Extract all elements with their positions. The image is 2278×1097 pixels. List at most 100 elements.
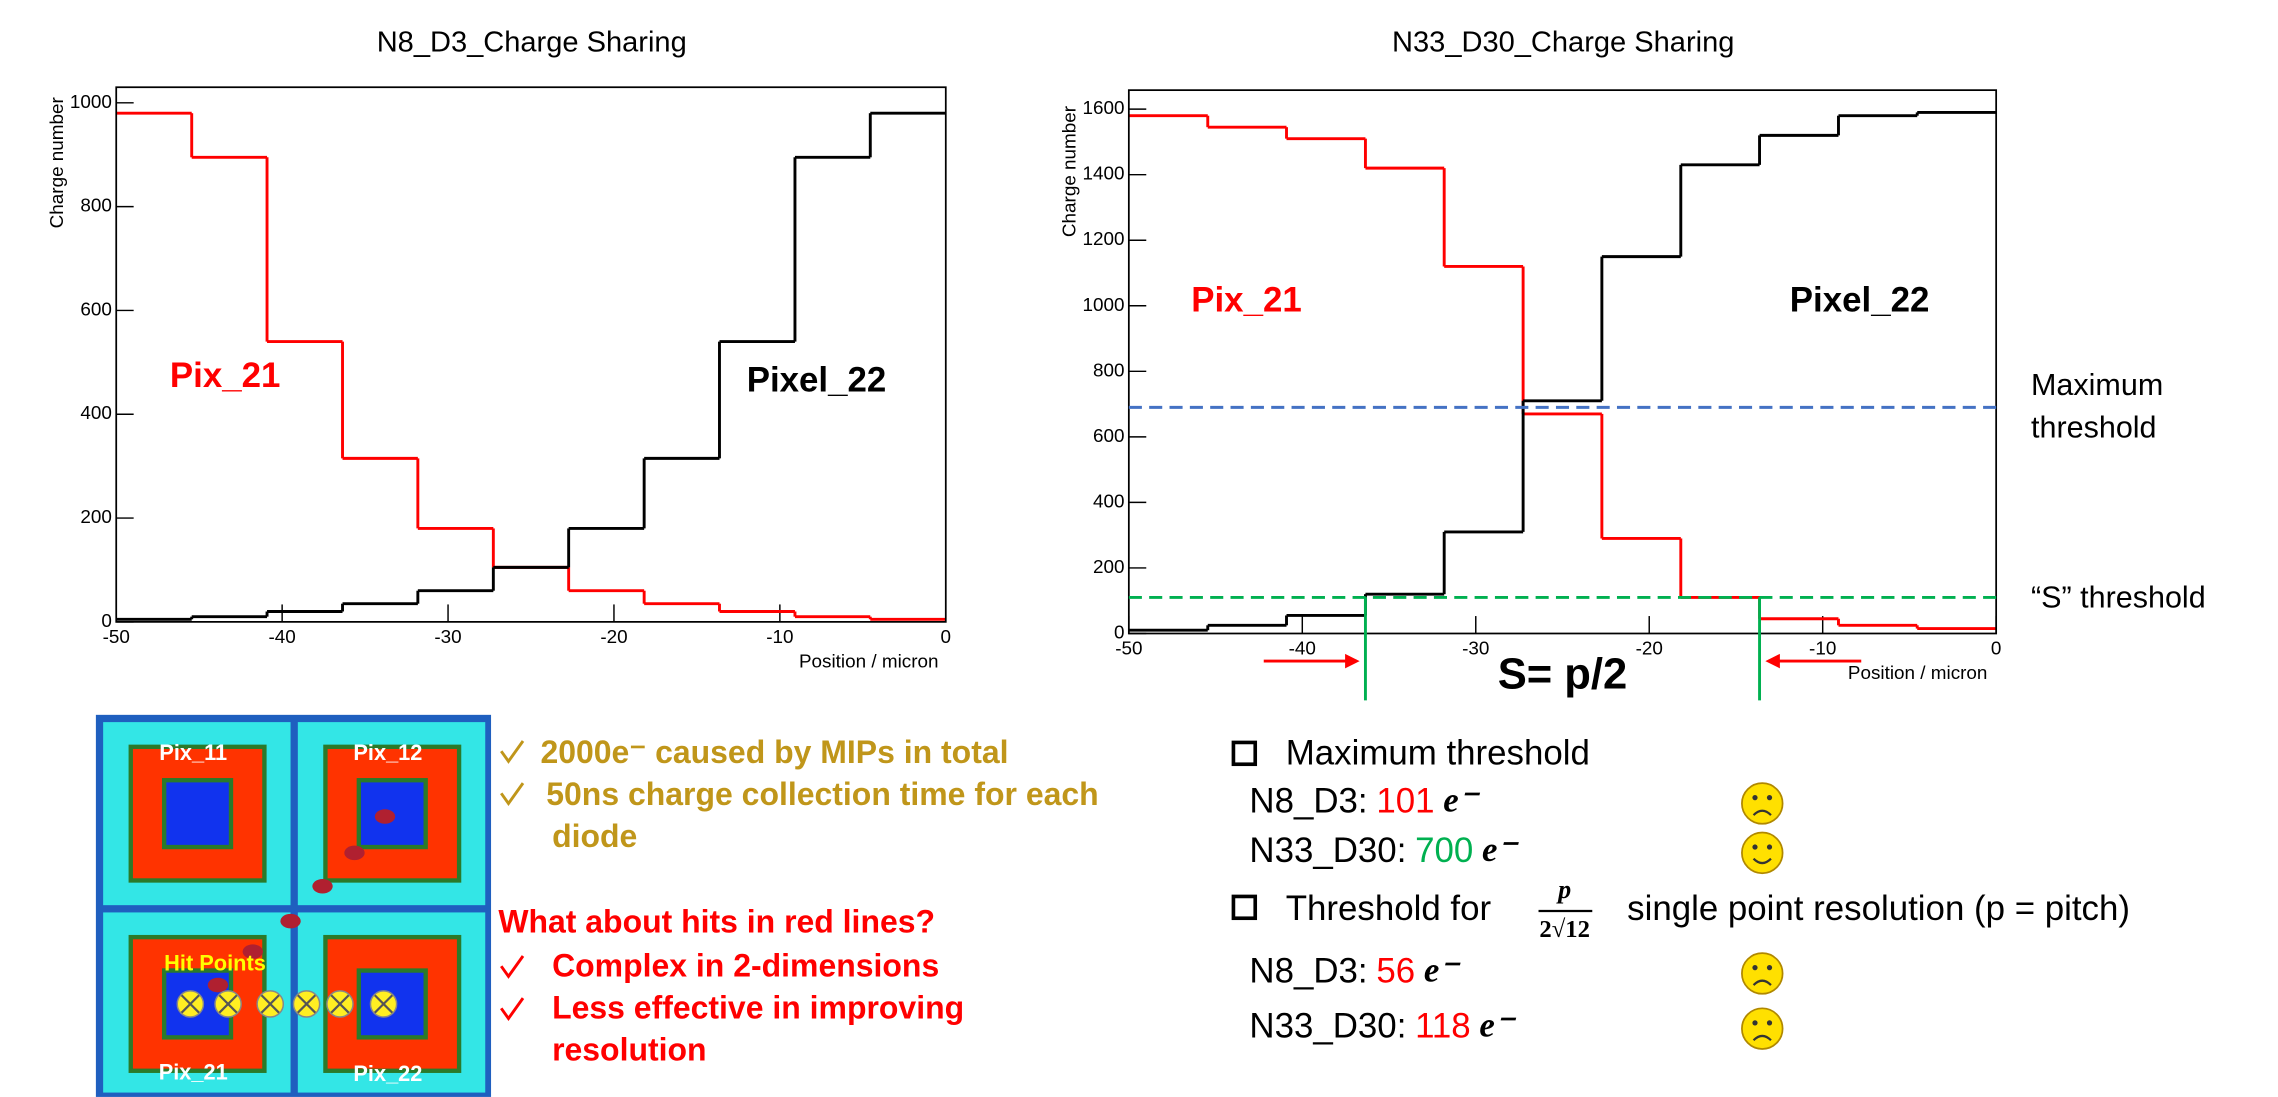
question: What about hits in red lines? xyxy=(498,903,935,939)
hit-point-cross xyxy=(374,994,394,1014)
cell-label: Pix_12 xyxy=(353,740,422,765)
check-icon xyxy=(500,997,525,1021)
unit: e⁻ xyxy=(1482,830,1519,869)
smiley-face xyxy=(1741,1007,1784,1050)
smiley-eye xyxy=(1752,1020,1758,1026)
y-tick-label: 600 xyxy=(1093,426,1125,447)
unit: e⁻ xyxy=(1443,780,1480,819)
smiley-eye xyxy=(1766,965,1773,971)
series-label: Pix_21 xyxy=(1191,280,1302,319)
unit: e⁻ xyxy=(1479,1006,1516,1045)
thresholds: Maximum threshold Threshold for p 2√12 s… xyxy=(1231,734,2130,1050)
note: Complex in 2-dimensions xyxy=(552,947,940,984)
unit: e⁻ xyxy=(1424,950,1461,989)
x-tick-label: -50 xyxy=(103,627,130,648)
check-icon xyxy=(500,955,525,979)
smiley-mouth xyxy=(1752,809,1772,816)
hit-point-cross xyxy=(330,994,350,1014)
x-axis-label: Position / micron xyxy=(799,652,939,673)
note: 50ns charge collection time for each dio… xyxy=(546,775,1099,855)
plot-frame xyxy=(115,86,947,623)
threshold-label: Maximum threshold xyxy=(2031,369,2164,446)
hit-point-cross xyxy=(218,994,238,1014)
device-name: N33_D30: xyxy=(1249,1007,1406,1046)
x-tick-label: 0 xyxy=(941,627,952,648)
threshold-value: 56 xyxy=(1376,952,1415,991)
hit-points-label: Hit Points xyxy=(164,950,266,975)
y-tick-label: 200 xyxy=(1093,557,1125,578)
hit-point-cross xyxy=(297,994,317,1014)
device-name: N8_D3: xyxy=(1249,782,1367,821)
heading: Maximum threshold xyxy=(1286,734,1590,773)
chart-title: N8_D3_Charge Sharing xyxy=(377,26,687,58)
y-tick-label: 1200 xyxy=(1082,229,1124,250)
smiley-eye xyxy=(1766,844,1773,850)
fraction-denominator: 2√12 xyxy=(1539,916,1590,943)
heading: single point resolution (p = pitch) xyxy=(1627,889,2130,928)
fraction-numerator: p xyxy=(1556,875,1571,904)
smiley-face xyxy=(1741,831,1784,875)
threshold-value: 700 xyxy=(1415,831,1473,870)
check-icon xyxy=(500,740,525,764)
fact: 50ns charge collection time for each dio… xyxy=(546,775,1099,855)
y-axis-label: Charge number xyxy=(1060,106,1081,237)
device-name: N8_D3: xyxy=(1249,952,1367,991)
smiley-face xyxy=(1741,782,1784,825)
x-tick-label: -40 xyxy=(268,627,295,648)
hit-points xyxy=(176,990,398,1018)
smiley-mouth xyxy=(1752,979,1772,986)
series-label: Pixel_22 xyxy=(1790,280,1930,319)
y-tick-label: 800 xyxy=(80,196,112,217)
bullet-box xyxy=(1231,740,1258,767)
device-name: N33_D30: xyxy=(1249,831,1406,870)
threshold-item: N33_D30: 118 e⁻ xyxy=(1249,1006,1516,1046)
x-tick-label: -50 xyxy=(1115,638,1142,659)
series-label: Pix_21 xyxy=(170,356,281,395)
y-tick-label: 1600 xyxy=(1082,98,1124,119)
annotation: S= p/2 xyxy=(1498,651,1628,699)
smiley-eye xyxy=(1766,1020,1773,1026)
threshold-label-box: Maximum threshold xyxy=(2031,369,2164,446)
issue: Complex in 2-dimensions xyxy=(552,947,940,984)
notes: 2000e⁻ caused by MIPs in total 50ns char… xyxy=(498,734,1099,1068)
smiley-mouth xyxy=(1752,1034,1772,1042)
threshold-item: N8_D3: 56 e⁻ xyxy=(1249,950,1461,990)
y-tick-label: 1000 xyxy=(70,92,112,113)
note: 2000e⁻ caused by MIPs in total xyxy=(540,734,1008,770)
arrow-head xyxy=(1765,653,1780,669)
x-tick-label: -20 xyxy=(600,627,627,648)
x-axis-label: Position / micron xyxy=(1848,663,1988,684)
threshold-value: 101 xyxy=(1376,782,1434,821)
y-tick-label: 0 xyxy=(1114,622,1125,643)
y-tick-label: 0 xyxy=(101,611,112,632)
check-icon xyxy=(500,782,525,806)
y-tick-label: 400 xyxy=(1093,491,1125,512)
threshold-item: N8_D3: 101 e⁻ xyxy=(1249,780,1480,820)
x-tick-label: -40 xyxy=(1289,638,1316,659)
y-tick-label: 600 xyxy=(80,299,112,320)
red-line-hits xyxy=(207,809,396,993)
smiley-face xyxy=(1741,952,1784,995)
cell-label: Pix_11 xyxy=(159,740,227,765)
threshold-label: “S” threshold xyxy=(2031,580,2206,615)
threshold-value: 118 xyxy=(1415,1007,1471,1046)
y-tick-label: 800 xyxy=(1093,360,1125,381)
threshold-items: N8_D3: 101 e⁻N33_D30: 700 e⁻N8_D3: 56 e⁻N33_D3… xyxy=(1249,780,1784,1050)
y-tick-label: 400 xyxy=(80,403,112,424)
smiley-eye xyxy=(1766,795,1773,801)
y-axis-label: Charge number xyxy=(47,97,68,228)
heading: Threshold for xyxy=(1286,889,1492,928)
bullet-box xyxy=(1231,894,1258,921)
series-label: Pixel_22 xyxy=(747,360,887,399)
smiley-eye xyxy=(1752,965,1758,971)
threshold-item: N33_D30: 700 e⁻ xyxy=(1249,830,1519,870)
x-tick-label: -30 xyxy=(1462,638,1489,659)
y-tick-label: 1000 xyxy=(1082,295,1124,316)
x-tick-label: -20 xyxy=(1636,638,1663,659)
cell-label: Pix_21 xyxy=(159,1059,228,1084)
x-tick-label: -10 xyxy=(1809,638,1836,659)
note: Less effective in improving resolution xyxy=(552,989,964,1067)
arrow-head xyxy=(1345,653,1360,669)
chart-title: N33_D30_Charge Sharing xyxy=(1392,26,1734,58)
